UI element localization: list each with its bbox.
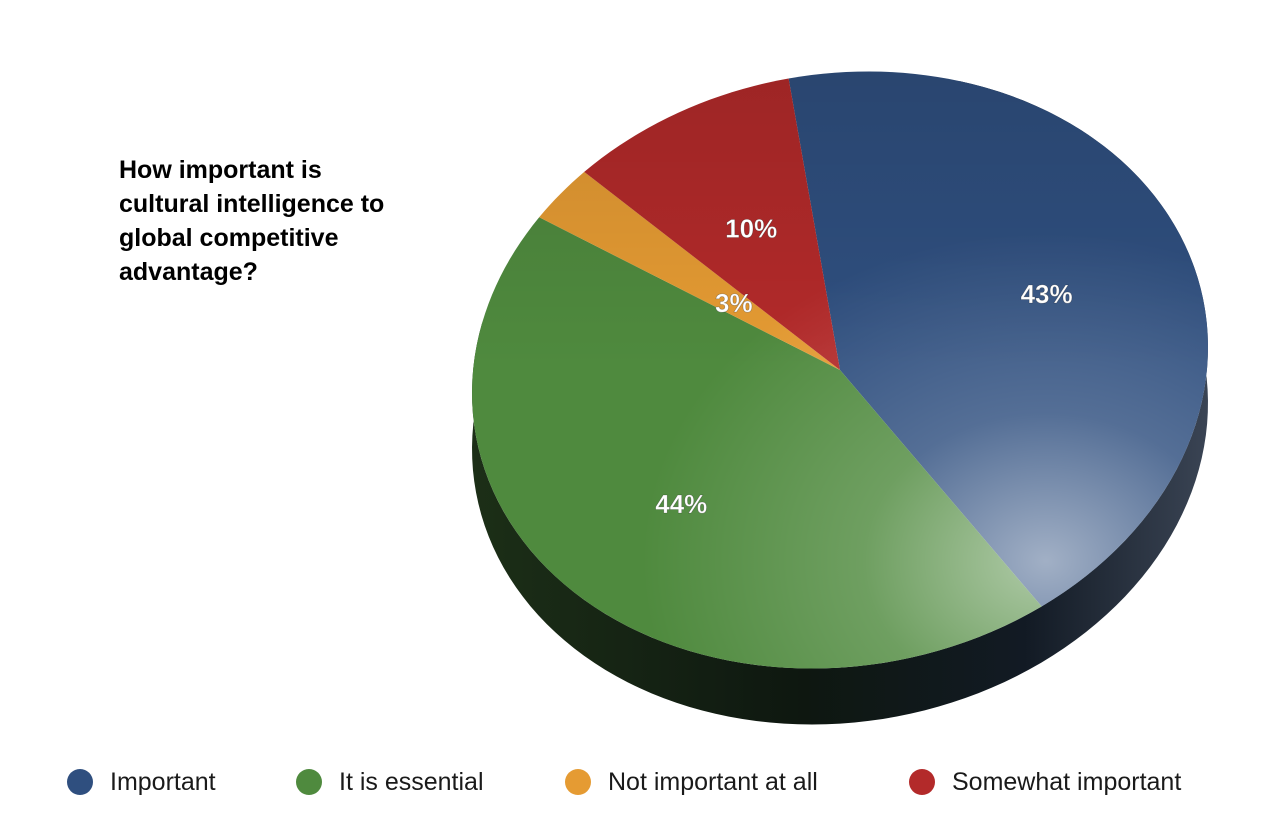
legend-swatch [909, 769, 935, 795]
legend-item-not-important-at-all: Not important at all [565, 760, 818, 804]
pie-labels: 43% 44% 3% 10% [655, 213, 1073, 519]
data-label-it-is-essential: 44% [655, 489, 707, 519]
data-label-not-important-at-all: 3% [715, 288, 753, 318]
chart-title: How important is cultural intelligence t… [119, 156, 385, 286]
legend-swatch [565, 769, 591, 795]
legend: Important It is essential Not important at… [0, 760, 1275, 804]
legend-item-somewhat-important: Somewhat important [909, 760, 1181, 804]
pie-shade [472, 71, 1208, 669]
data-label-important: 43% [1021, 279, 1073, 309]
legend-label: Important [110, 767, 216, 796]
legend-item-it-is-essential: It is essential [296, 760, 484, 804]
legend-item-important: Important [67, 760, 216, 804]
pie-chart: 43% 44% 3% 10% [472, 71, 1208, 725]
legend-label: It is essential [339, 767, 484, 796]
data-label-somewhat-important: 10% [725, 213, 777, 243]
pie-shine [472, 71, 1208, 669]
legend-swatch [296, 769, 322, 795]
legend-label: Not important at all [608, 767, 818, 796]
legend-swatch [67, 769, 93, 795]
legend-label: Somewhat important [952, 767, 1182, 796]
